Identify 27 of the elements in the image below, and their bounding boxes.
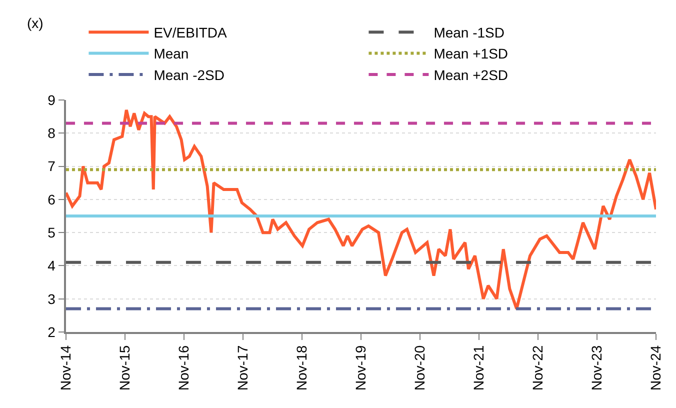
legend-label: Mean +1SD [434, 46, 508, 62]
x-tick-label: Nov-18 [294, 345, 310, 390]
x-tick-label: Nov-14 [58, 345, 74, 390]
x-tick-label: Nov-21 [470, 345, 487, 390]
y-tick-label: 2 [48, 324, 56, 340]
x-tick-label: Nov-19 [352, 345, 368, 390]
y-tick-label: 3 [48, 290, 56, 307]
x-tick-label: Nov-16 [176, 345, 192, 390]
legend-label: EV/EBITDA [154, 24, 228, 41]
y-tick-label: 8 [48, 125, 56, 142]
y-tick-label: 6 [48, 191, 56, 208]
legend-label: Mean [154, 46, 189, 62]
x-tick-label: Nov-23 [588, 345, 604, 390]
y-tick-label: 7 [48, 158, 56, 174]
legend-label: Mean +2SD [434, 66, 508, 83]
line-series [66, 108, 656, 310]
x-tick-label: Nov-15 [116, 345, 132, 390]
x-tick-label: Nov-24 [648, 345, 664, 390]
legend-label: Mean -2SD [154, 66, 225, 83]
legend-label: Mean -1SD [434, 24, 505, 41]
x-tick-label: Nov-20 [412, 345, 428, 390]
y-tick-label: 5 [48, 224, 56, 240]
x-tick-label: Nov-17 [234, 345, 251, 390]
y-axis-title: (x) [27, 15, 44, 31]
x-tick-label: Nov-22 [529, 345, 546, 390]
y-tick-label: 9 [48, 92, 56, 108]
y-tick-label: 4 [48, 258, 56, 274]
